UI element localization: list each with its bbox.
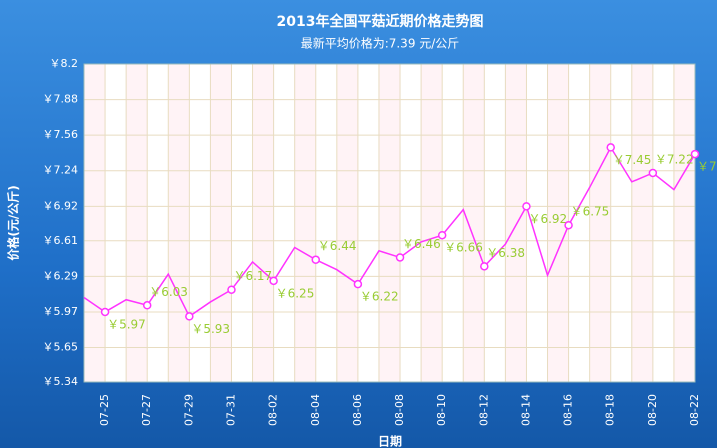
value-label: ￥6.44: [318, 239, 357, 253]
stripe: [252, 64, 274, 382]
marker: [269, 276, 278, 286]
y-tick-label: ￥7.24: [43, 164, 79, 177]
stripe: [463, 64, 485, 382]
x-tick-label: 07-29: [182, 394, 195, 426]
y-tick-label: ￥6.92: [43, 199, 79, 212]
x-tick-label: 07-27: [140, 394, 153, 426]
value-label: ￥6.25: [276, 286, 315, 300]
value-label: ￥6.66: [444, 241, 483, 255]
value-label: ￥6.03: [149, 285, 188, 299]
marker: [522, 202, 531, 211]
stripe: [378, 64, 401, 382]
value-label: ￥6.38: [486, 246, 525, 260]
value-label: ￥7.22: [655, 152, 694, 166]
stripe: [294, 64, 316, 382]
stripe: [631, 64, 653, 382]
marker: [227, 285, 236, 294]
x-tick-label: 08-14: [519, 394, 532, 426]
stripe: [126, 64, 148, 382]
y-tick-label: ￥5.97: [43, 305, 79, 318]
x-tick-label: 08-10: [435, 394, 448, 426]
x-tick-label: 08-06: [351, 394, 364, 426]
marker: [606, 143, 615, 152]
stripe: [505, 64, 527, 382]
marker: [395, 253, 405, 262]
plot-border: [83, 63, 696, 383]
marker: [480, 262, 489, 271]
x-tick-label: 08-02: [267, 394, 280, 426]
x-tick-label: 08-20: [646, 394, 659, 426]
value-label: ￥5.97: [107, 317, 146, 331]
marker: [142, 301, 152, 310]
x-tick-label: 07-25: [98, 394, 111, 426]
marker: [353, 279, 363, 289]
marker: [311, 255, 321, 264]
marker: [437, 230, 447, 240]
marker: [690, 149, 700, 159]
y-tick-label: ￥8.2: [50, 57, 79, 70]
stripe: [210, 64, 232, 382]
value-label: ￥6.92: [528, 212, 567, 226]
y-tick-label: ￥7.56: [43, 128, 79, 141]
x-tick-label: 08-04: [309, 394, 322, 426]
stripe: [421, 64, 443, 382]
x-tick-label: 08-22: [688, 394, 701, 426]
y-tick-label: ￥6.29: [43, 269, 79, 282]
x-tick-label: 08-16: [562, 394, 575, 426]
value-label: ￥6.46: [402, 237, 441, 251]
y-tick-label: ￥5.34: [43, 375, 79, 388]
y-tick-label: ￥6.61: [43, 234, 79, 247]
x-tick-label: 08-18: [604, 394, 617, 426]
stripe: [168, 64, 190, 382]
line: [83, 145, 696, 318]
x-tick-label: 08-08: [393, 394, 406, 426]
value-label: ￥6.22: [360, 290, 399, 304]
y-axis-label: 价格(元/公斤): [6, 185, 21, 260]
chart-subtitle: 最新平均价格为:7.39 元/公斤: [301, 36, 460, 51]
value-label: ￥6.75: [571, 205, 610, 219]
marker: [185, 312, 194, 321]
stripe: [84, 64, 106, 382]
stripe: [547, 64, 569, 382]
value-label: ￥6.17: [233, 269, 272, 283]
y-tick-label: ￥7.88: [43, 93, 79, 106]
stripe: [589, 64, 611, 382]
marker: [100, 307, 110, 317]
chart-title: 2013年全国平菇近期价格走势图: [277, 13, 484, 30]
stripe: [673, 64, 695, 382]
x-tick-label: 08-12: [477, 394, 490, 426]
marker: [648, 168, 658, 178]
x-axis-label: 日期: [378, 434, 402, 448]
value-label: ￥7.45: [613, 153, 652, 167]
y-tick-label: ￥5.65: [43, 341, 79, 354]
x-tick-label: 07-31: [224, 394, 237, 426]
marker: [564, 220, 573, 230]
value-label: ￥5.93: [191, 322, 230, 336]
value-label: ￥7.39: [697, 160, 717, 174]
stripe: [336, 64, 358, 382]
